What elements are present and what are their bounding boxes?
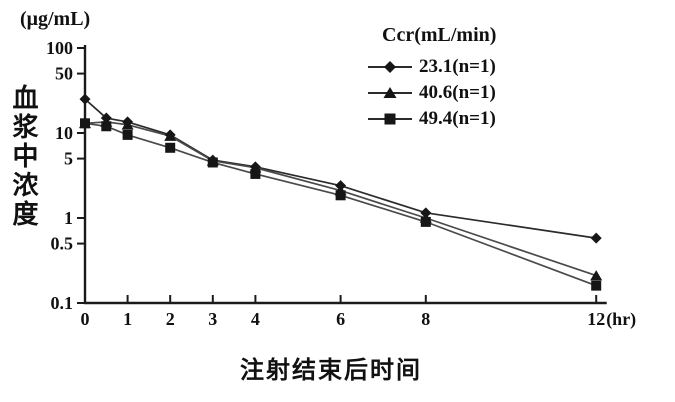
legend-label: 49.4(n=1): [419, 108, 496, 129]
data-point-marker-triangle: [164, 130, 177, 141]
x-axis-unit-label: (hr): [606, 309, 636, 330]
legend-label: 23.1(n=1): [419, 56, 496, 77]
x-tick-label: 6: [336, 309, 345, 329]
data-point-marker-square: [165, 142, 176, 153]
y-tick-label: 5: [64, 149, 73, 169]
y-tick-label: 0.1: [51, 293, 74, 313]
legend-label: 40.6(n=1): [419, 82, 496, 103]
data-point-marker-square: [122, 129, 133, 140]
x-tick-label: 12: [587, 309, 605, 329]
x-tick-label: 1: [123, 309, 132, 329]
y-tick-label: 1: [64, 208, 73, 228]
x-tick-label: 0: [81, 309, 90, 329]
data-point-marker-triangle: [590, 270, 603, 281]
y-axis-title: 血浆中浓度: [9, 84, 38, 229]
data-point-marker-square: [335, 190, 346, 201]
x-tick-label: 8: [421, 309, 430, 329]
legend: Ccr(mL/min) 23.1(n=1) 40.6(n=1) 49.4(n=1…: [340, 24, 550, 134]
series-line-square: [84, 122, 597, 287]
legend-title: Ccr(mL/min): [382, 24, 497, 46]
x-tick-label: 4: [251, 309, 260, 329]
y-axis-unit-label: (μg/mL): [20, 8, 91, 30]
x-tick-label: 3: [208, 309, 217, 329]
legend-item-40-6: 40.6(n=1): [368, 82, 550, 104]
triangle-marker-icon: [368, 87, 412, 98]
y-tick-label: 100: [46, 38, 73, 58]
data-point-marker-diamond: [590, 232, 602, 244]
data-point-marker-triangle: [121, 119, 134, 130]
x-axis-title: 注射结束后时间: [240, 358, 422, 384]
legend-item-49-4: 49.4(n=1): [368, 108, 550, 130]
square-marker-icon: [368, 113, 412, 125]
y-tick-label: 10: [55, 123, 73, 143]
data-point-marker-diamond: [79, 93, 91, 105]
data-point-marker-square: [101, 121, 112, 132]
legend-item-23-1: 23.1(n=1): [368, 56, 550, 78]
data-point-marker-square: [591, 280, 602, 291]
diamond-marker-icon: [368, 61, 412, 73]
data-point-marker-square: [420, 216, 431, 227]
x-tick-label: 2: [166, 309, 175, 329]
y-tick-label: 50: [55, 64, 73, 84]
data-point-marker-square: [207, 157, 218, 168]
data-point-marker-square: [250, 168, 261, 179]
y-tick-label: 0.5: [51, 234, 74, 254]
data-point-marker-square: [80, 118, 90, 129]
